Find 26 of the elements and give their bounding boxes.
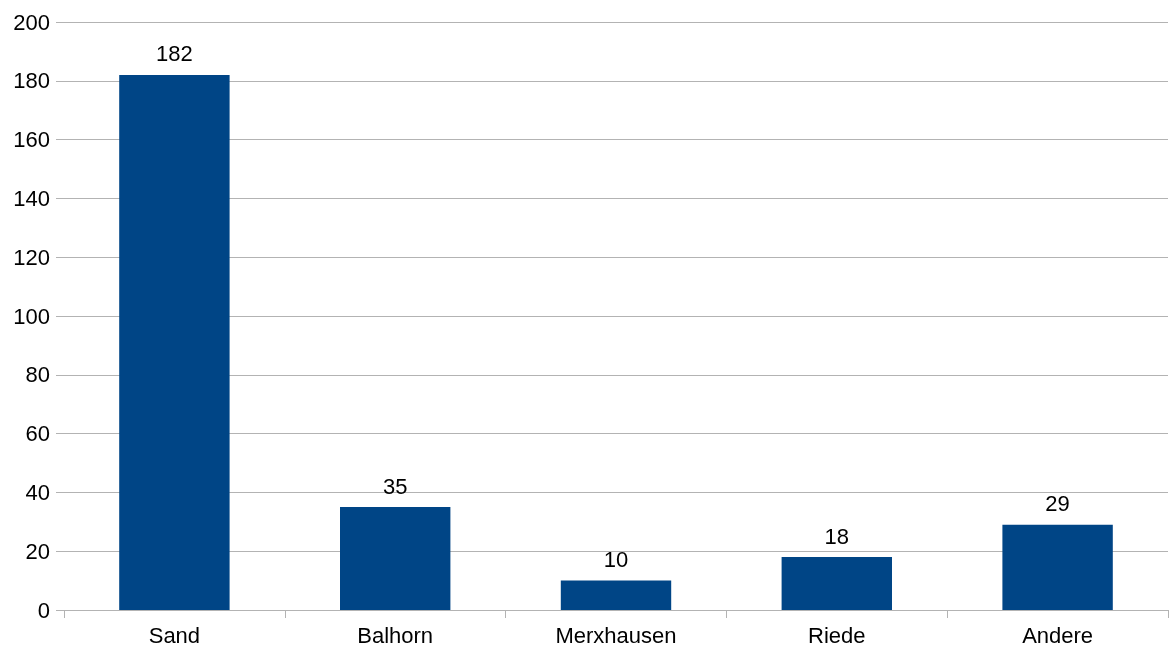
y-tick-label: 40 [25,479,50,505]
bar [560,580,672,610]
y-tick-label: 80 [25,362,50,388]
y-tick-label: 120 [13,244,50,270]
y-tick-label: 100 [13,303,50,329]
data-label: 182 [156,41,193,67]
y-tick-label: 0 [37,597,50,623]
data-label: 35 [382,473,408,499]
data-label: 18 [824,523,850,549]
x-tick-label: Sand [148,622,201,648]
x-tick-label: Merxhausen [555,622,677,648]
x-tick-label: Andere [1022,622,1094,648]
y-tick-label: 60 [25,421,50,447]
y-tick-label: 200 [13,9,50,35]
x-tick-label: Balhorn [357,622,434,648]
y-tick-label: 160 [13,127,50,153]
bar [119,74,230,610]
y-tick-label: 20 [25,538,50,564]
bar [1002,524,1113,610]
y-tick-label: 180 [13,68,50,94]
bar [340,507,451,610]
x-tick-label: Riede [808,622,866,648]
data-label: 29 [1045,491,1070,517]
data-label: 10 [603,547,629,573]
y-tick-label: 140 [13,185,50,211]
bar [781,557,892,610]
